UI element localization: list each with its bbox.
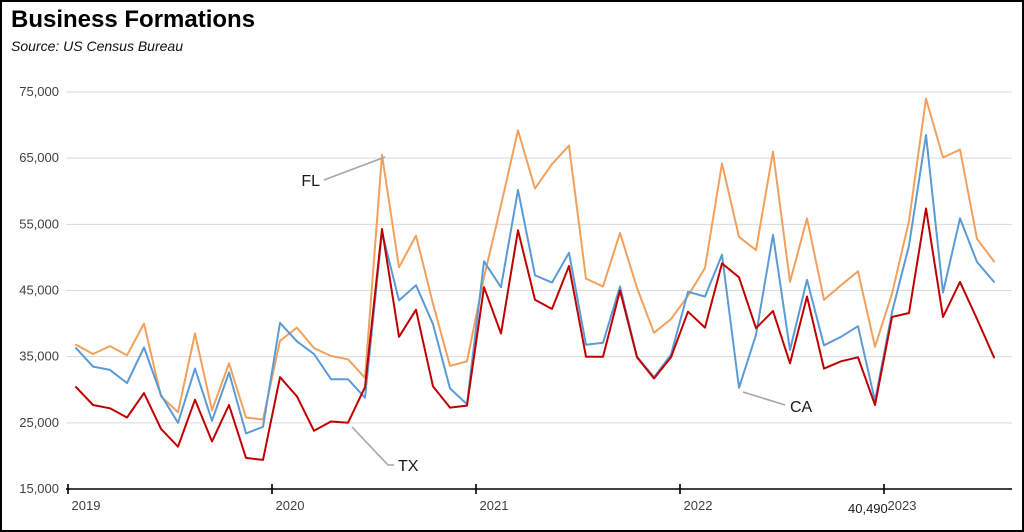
fl-label: FL: [301, 173, 320, 190]
x-axis-year-label: 2023: [888, 498, 917, 513]
ca-label: CA: [790, 399, 813, 416]
y-axis-label: 25,000: [19, 415, 59, 430]
x-axis-year-label: 2020: [276, 498, 305, 513]
y-axis-label: 65,000: [19, 150, 59, 165]
stray-value-label: 40,490: [848, 501, 888, 516]
fl-label-leader-line: [323, 156, 386, 181]
x-axis-year-label: 2021: [480, 498, 509, 513]
y-axis-label: 75,000: [19, 84, 59, 99]
x-axis-year-label: 2019: [72, 498, 101, 513]
tx-line: [75, 207, 995, 461]
x-axis-year-label: 2022: [684, 498, 713, 513]
chart-title: Business Formations: [11, 6, 256, 33]
chart-source-note: Source: US Census Bureau: [11, 38, 183, 54]
ca-label-leader-line: [742, 391, 786, 406]
y-axis-label: 35,000: [19, 349, 59, 364]
tx-label-leader-line: [351, 426, 394, 466]
y-axis-label: 55,000: [19, 216, 59, 231]
ca-line: [75, 134, 995, 435]
fl-line: [75, 97, 995, 421]
tx-label: TX: [398, 458, 419, 475]
y-axis-label: 45,000: [19, 283, 59, 298]
y-axis-label: 15,000: [19, 481, 59, 496]
